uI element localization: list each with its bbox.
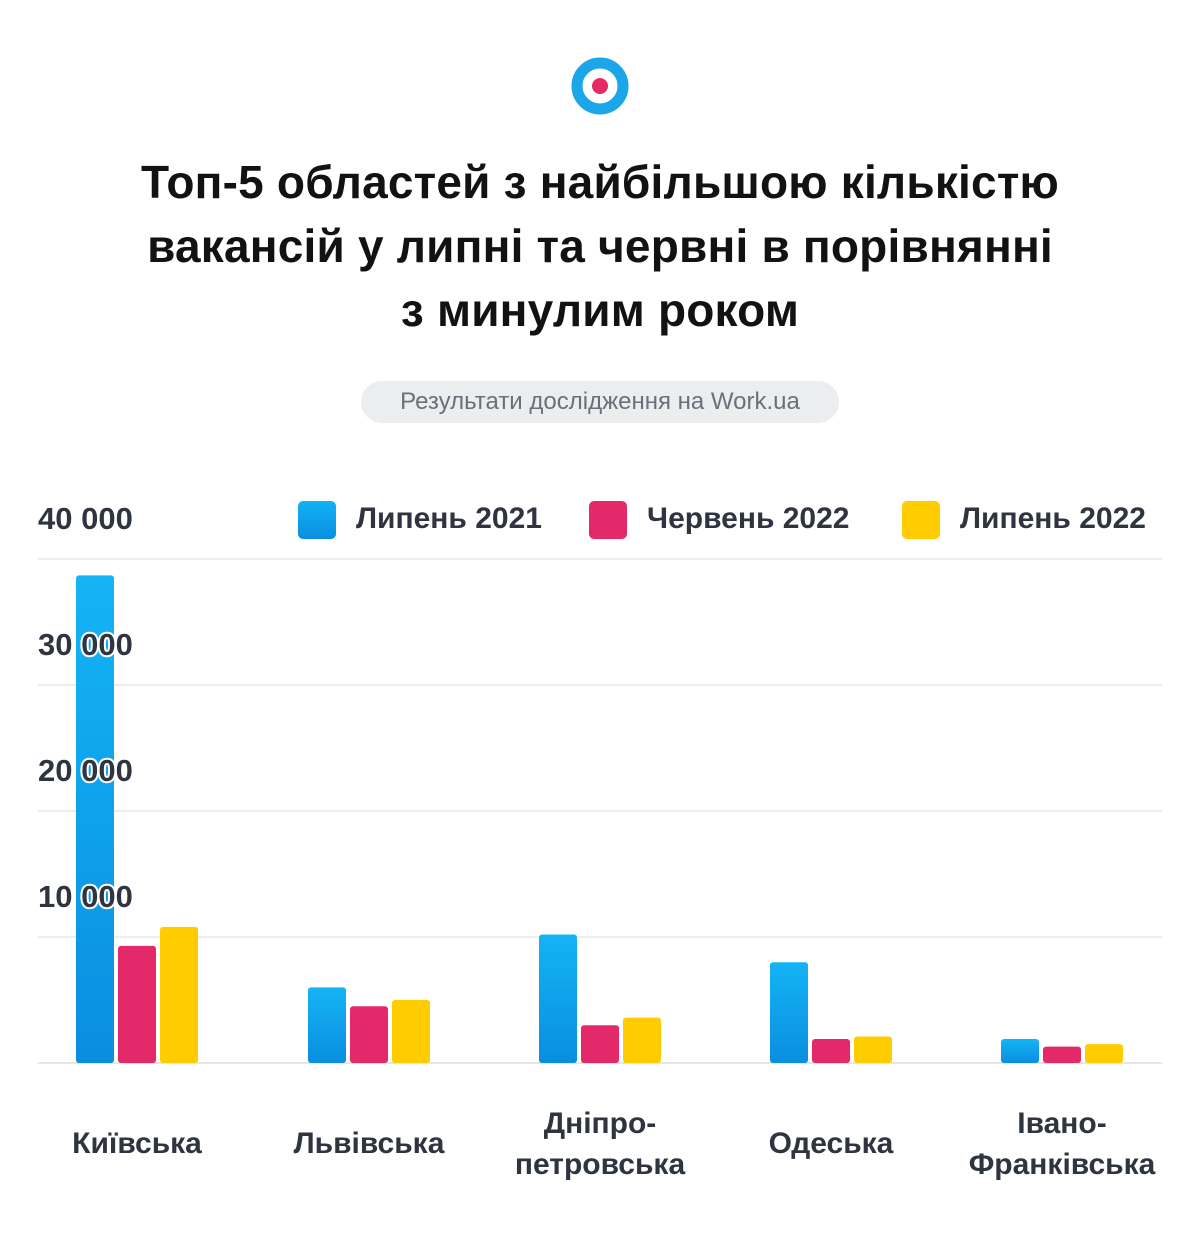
- bar-s1-c3: [812, 1039, 850, 1063]
- bar-s2-c2: [623, 1017, 661, 1063]
- category-label-1-0: Львівська: [294, 1127, 445, 1160]
- chart-legend: Липень 2021 Червень 2022 Липень 2022: [0, 498, 1200, 540]
- category-label-2-0: Дніпро-: [544, 1107, 657, 1140]
- bar-s2-c3: [854, 1036, 892, 1063]
- category-label-2-1: петровська: [515, 1148, 686, 1181]
- bar-s1-c4: [1043, 1046, 1081, 1063]
- bar-s0-c0: [76, 575, 114, 1063]
- chart-title: Топ-5 областей з найбільшою кількістю ва…: [60, 150, 1140, 342]
- bar-s1-c1: [350, 1006, 388, 1063]
- work-ua-logo: [571, 57, 629, 115]
- y-tick-label-0: 10 000: [38, 879, 133, 914]
- source-badge: Результати дослідження на Work.ua: [361, 381, 839, 423]
- title-line-1: Топ-5 областей з найбільшою кількістю: [140, 156, 1060, 208]
- bar-s2-c4: [1085, 1044, 1123, 1063]
- title-line-3: з минулим роком: [400, 284, 800, 336]
- category-label-3-0: Одеська: [769, 1127, 894, 1160]
- bar-s0-c4: [1001, 1039, 1039, 1063]
- legend-label-july-2021: Липень 2021: [356, 502, 542, 535]
- title-line-2: вакансій у липні та червні в порівнянні: [147, 220, 1053, 272]
- bar-s2-c0: [160, 926, 198, 1063]
- category-label-4-0: Івано-: [1017, 1107, 1107, 1140]
- bar-s2-c1: [392, 1000, 430, 1063]
- legend-label-july-2022: Липень 2022: [960, 502, 1146, 535]
- category-label-4-1: Франківська: [969, 1148, 1156, 1181]
- legend-swatch-june-2022: [589, 501, 627, 539]
- bar-s1-c0: [118, 945, 156, 1063]
- bar-s0-c3: [770, 962, 808, 1063]
- y-tick-label-2: 30 000: [38, 627, 133, 662]
- bar-s1-c2: [581, 1025, 619, 1063]
- category-label-0-0: Київська: [72, 1127, 202, 1160]
- y-tick-label-1: 20 000: [38, 753, 133, 788]
- legend-label-june-2022: Червень 2022: [647, 502, 850, 535]
- bar-s0-c2: [539, 934, 577, 1063]
- legend-swatch-july-2022: [902, 501, 940, 539]
- legend-swatch-july-2021: [298, 501, 336, 539]
- y-tick-label-3: 40 000: [38, 501, 133, 536]
- bar-s0-c1: [308, 987, 346, 1063]
